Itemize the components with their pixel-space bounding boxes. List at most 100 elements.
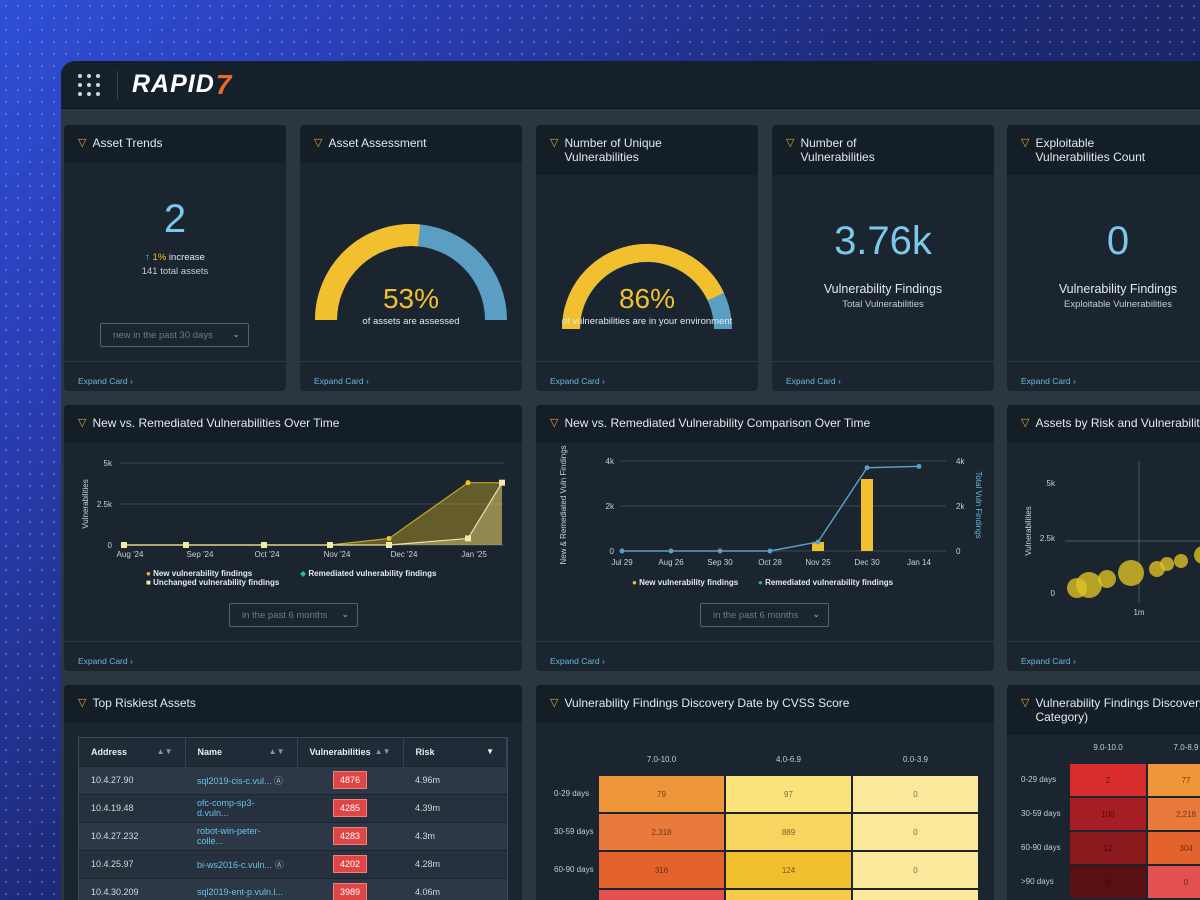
card-title: New vs. Remediated Vulnerability Compari… (564, 416, 871, 430)
combo-chart: 0 0 2k 2k 4k 4k New & Remediated Vuln Findings… (559, 445, 983, 567)
exploitable-label: Vulnerability Findings (1058, 282, 1178, 296)
heatmap-cell[interactable]: 2,218 (1147, 797, 1200, 831)
cell-risk: 4.96m (403, 765, 507, 794)
heatmap-cell[interactable]: 0 (1147, 865, 1200, 899)
asset-link[interactable]: sql2019-ent-p.vuln.l... (197, 887, 284, 898)
filter-icon[interactable]: ▽ (1021, 697, 1030, 709)
y-axis-label: Vulnerabilities (81, 479, 90, 529)
heatmap-cell[interactable]: 97 (725, 775, 852, 813)
area-new (124, 482, 502, 545)
expand-card-link[interactable]: Expand Card › (1021, 656, 1076, 666)
change-pct: 1% (152, 252, 167, 263)
asset-link[interactable]: robot-win-peter-colle... (197, 826, 261, 846)
table-row[interactable]: 10.4.27.90 sql2019-cis-c.vul... Ⓐ 4876 4… (79, 765, 507, 794)
filter-icon[interactable]: ▽ (314, 137, 323, 149)
expand-card-link[interactable]: Expand Card › (78, 656, 133, 666)
table-row[interactable]: 10.4.30.209 sql2019-ent-p.vuln.l... 3989… (79, 877, 507, 900)
asset-link[interactable]: sql2019-cis-c.vul... (197, 775, 272, 786)
category-heatmap: 9.0-10.0 7.0-8.9 0-29 days 2 77 30-59 days 100… (1007, 737, 1200, 900)
heatmap-cell[interactable]: 124 (725, 851, 852, 889)
asset-link[interactable]: bi-ws2016-c.vuln... (197, 859, 273, 870)
x-tick-label: Oct 28 (758, 558, 782, 567)
filter-icon[interactable]: ▽ (1021, 417, 1030, 429)
heatmap-cell[interactable]: 0 (1069, 865, 1147, 899)
sort-icon[interactable]: ▲▼ (156, 746, 173, 756)
unique-vulns-gauge (561, 243, 732, 330)
top-bar: RAPID 7 (61, 61, 1200, 109)
app-launcher-icon[interactable] (61, 61, 117, 109)
cell-risk: 4.3m (403, 821, 507, 850)
filter-icon[interactable]: ▽ (78, 137, 87, 149)
x-tick-label: Jul 29 (611, 558, 633, 567)
point-total (916, 463, 922, 469)
filter-icon[interactable]: ▽ (786, 137, 795, 149)
card-title: New vs. Remediated Vulnerabilities Over … (92, 416, 340, 430)
select-value: in the past 6 months (242, 610, 328, 621)
rapid7-logo[interactable]: RAPID 7 (132, 69, 232, 101)
logo-mark: 7 (215, 68, 233, 100)
y-tick-label: 2.5k (97, 500, 113, 509)
heatmap-cell[interactable]: 304 (1147, 831, 1200, 865)
point-unchanged (465, 535, 471, 542)
card-title: Exploitable Vulnerabilities Count (1035, 136, 1146, 164)
time-range-select[interactable]: new in the past 30 days ⌄ (100, 323, 249, 347)
expand-card-link[interactable]: Expand Card › (314, 376, 369, 386)
expand-card-link[interactable]: Expand Card › (550, 656, 605, 666)
bubble-chart: 0 2.5k 5k Vulnerabilities 1m (1024, 461, 1200, 617)
asset-trends-card: ▽ Asset Trends 2 ↑ 1% increase 141 total … (64, 125, 286, 391)
unique-vulnerabilities-card: ▽ Number of Unique Vulnerabilities 86% of… (536, 125, 758, 391)
time-range-select[interactable]: in the past 6 months ⌄ (700, 603, 829, 627)
heatmap-cell[interactable]: 77 (1147, 763, 1200, 797)
assessment-gauge (315, 224, 507, 321)
logo-text: RAPID (132, 70, 215, 98)
expand-card-link[interactable]: Expand Card › (786, 376, 841, 386)
bubble (1194, 546, 1200, 564)
column-header-name[interactable]: Name ▲▼ (185, 738, 298, 766)
arrow-up-icon: ↑ (145, 252, 150, 263)
heatmap-cell[interactable]: 79 (598, 775, 725, 813)
heatmap-cell[interactable]: 0 (852, 851, 979, 889)
heatmap-cell[interactable]: 0 (852, 813, 979, 851)
table-row[interactable]: 10.4.27.232 robot-win-peter-colle... 428… (79, 821, 507, 850)
bubble (1174, 554, 1188, 568)
y-tick-label: 0 (610, 547, 615, 556)
heatmap-cell[interactable]: 100 (1069, 797, 1147, 831)
heatmap-cell[interactable]: 0 (725, 889, 852, 900)
heatmap-cell[interactable]: 2 (1069, 763, 1147, 797)
heatmap-cell[interactable]: 12 (1069, 831, 1147, 865)
x-tick-label: Oct '24 (254, 550, 280, 559)
row-label: 0-29 days (1021, 775, 1057, 784)
y-tick-label: 2.5k (1040, 534, 1056, 543)
expand-card-link[interactable]: Expand Card › (1021, 376, 1076, 386)
heatmap-cell[interactable]: 2,318 (598, 813, 725, 851)
sort-icon[interactable]: ▲▼ (374, 746, 391, 756)
column-header-vulnerabilities[interactable]: Vulnerabilities ▲▼ (297, 738, 404, 766)
heatmap-cell[interactable]: 0 (852, 889, 979, 900)
filter-icon[interactable]: ▽ (550, 697, 559, 709)
column-header-risk[interactable]: Risk ▼ (403, 738, 507, 766)
filter-icon[interactable]: ▽ (1021, 137, 1030, 149)
expand-card-link[interactable]: Expand Card › (550, 376, 605, 386)
heatmap-cell[interactable]: 316 (598, 851, 725, 889)
filter-icon[interactable]: ▽ (78, 697, 87, 709)
table-row[interactable]: 10.4.25.97 bi-ws2016-c.vuln... Ⓐ 4202 4.… (79, 849, 507, 878)
heatmap-cell[interactable]: 0 (598, 889, 725, 900)
column-header-address[interactable]: Address ▲▼ (79, 738, 186, 766)
column-label: 0.0-3.9 (903, 755, 928, 764)
heatmap-cell[interactable]: 0 (852, 775, 979, 813)
expand-card-link[interactable]: Expand Card › (78, 376, 133, 386)
sort-icon[interactable]: ▲▼ (268, 746, 285, 756)
time-range-select[interactable]: in the past 6 months ⌄ (229, 603, 358, 627)
heatmap-cell[interactable]: 889 (725, 813, 852, 851)
table-row[interactable]: 10.4.19.48 ofc-comp-sp3-d.vuln... 4285 4… (79, 793, 507, 822)
agent-icon: Ⓐ (274, 775, 284, 786)
sort-desc-icon[interactable]: ▼ (486, 746, 494, 756)
asset-link[interactable]: ofc-comp-sp3-d.vuln... (197, 798, 255, 818)
dashboard-window: RAPID 7 ▽ Asset Trends 2 ↑ 1% increase 141… (61, 61, 1200, 900)
card-title: Top Riskiest Assets (92, 696, 196, 710)
x-tick-label: Dec 30 (854, 558, 880, 567)
filter-icon[interactable]: ▽ (78, 417, 87, 429)
asset-change: ↑ 1% increase (64, 252, 286, 263)
filter-icon[interactable]: ▽ (550, 417, 559, 429)
filter-icon[interactable]: ▽ (550, 137, 559, 149)
